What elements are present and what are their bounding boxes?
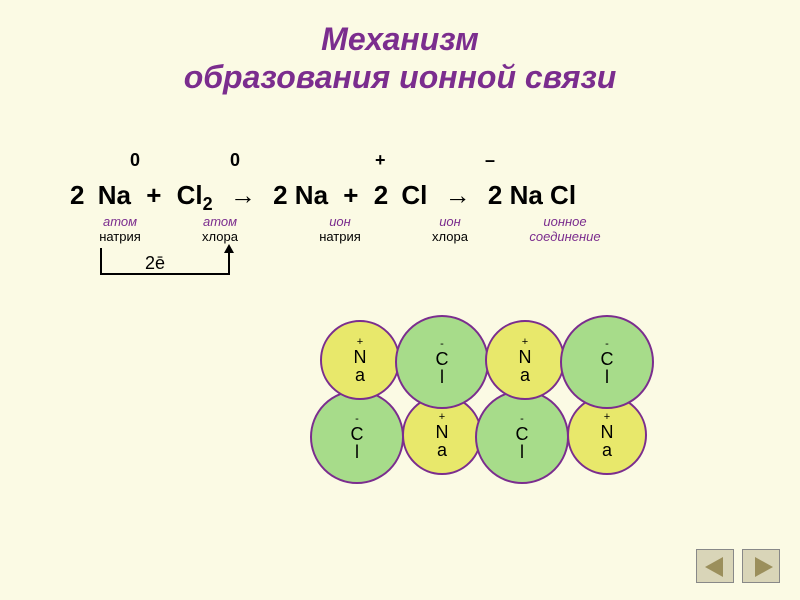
cl-ion-sphere: -Cl [560,315,654,409]
plus-2: + [343,180,358,211]
arrow-1: → [230,180,256,211]
arrow-2: → [445,180,471,211]
sup-cl-atom: 0 [230,150,240,171]
ionic-lattice: -Cl+Na-Cl+Na+Na-Cl+Na-Cl [320,320,720,520]
sup-na-atom: 0 [130,150,140,171]
coef-4: 2 [488,180,502,211]
label-cl-atom: атом хлора [180,215,260,245]
cl-ion-sphere: -Cl [395,315,489,409]
cl-ion: Cl [401,180,427,211]
label-na-ion: ион натрия [300,215,380,245]
coef-1: 2 [70,180,84,211]
navigation-controls [692,549,780,588]
electron-transfer-arrow: 2ē [100,248,230,278]
electron-count: 2ē [145,253,165,274]
nacl-product: Na Cl [510,180,576,211]
na-ion-sphere: +Na [320,320,400,400]
cl-ion-sphere: -Cl [475,390,569,484]
prev-button[interactable] [696,549,734,583]
bracket-left [100,248,102,273]
slide-title: Механизм образования ионной связи [0,20,800,97]
sup-cl-ion: – [485,150,495,171]
triangle-right-icon [755,557,773,577]
sup-na-ion: + [375,150,386,171]
na-atom: Na [98,180,131,211]
cl-ion-sphere: -Cl [310,390,404,484]
na-ion: Na [295,180,328,211]
arrowhead-icon [224,244,234,253]
title-line1: Механизм [0,20,800,58]
reaction-equation: 2 Na + Cl2 → 2 Na + 2 Cl → 2 Na Cl [70,180,576,215]
label-cl-ion: ион хлора [410,215,490,245]
label-na-atom: атом натрия [80,215,160,245]
title-line2: образования ионной связи [0,58,800,96]
label-compound: ионное соединение [515,215,615,245]
next-button[interactable] [742,549,780,583]
coef-3: 2 [374,180,388,211]
coef-2: 2 [273,180,287,211]
plus-1: + [146,180,161,211]
triangle-left-icon [705,557,723,577]
na-ion-sphere: +Na [485,320,565,400]
cl2-molecule: Cl2 [177,180,213,215]
